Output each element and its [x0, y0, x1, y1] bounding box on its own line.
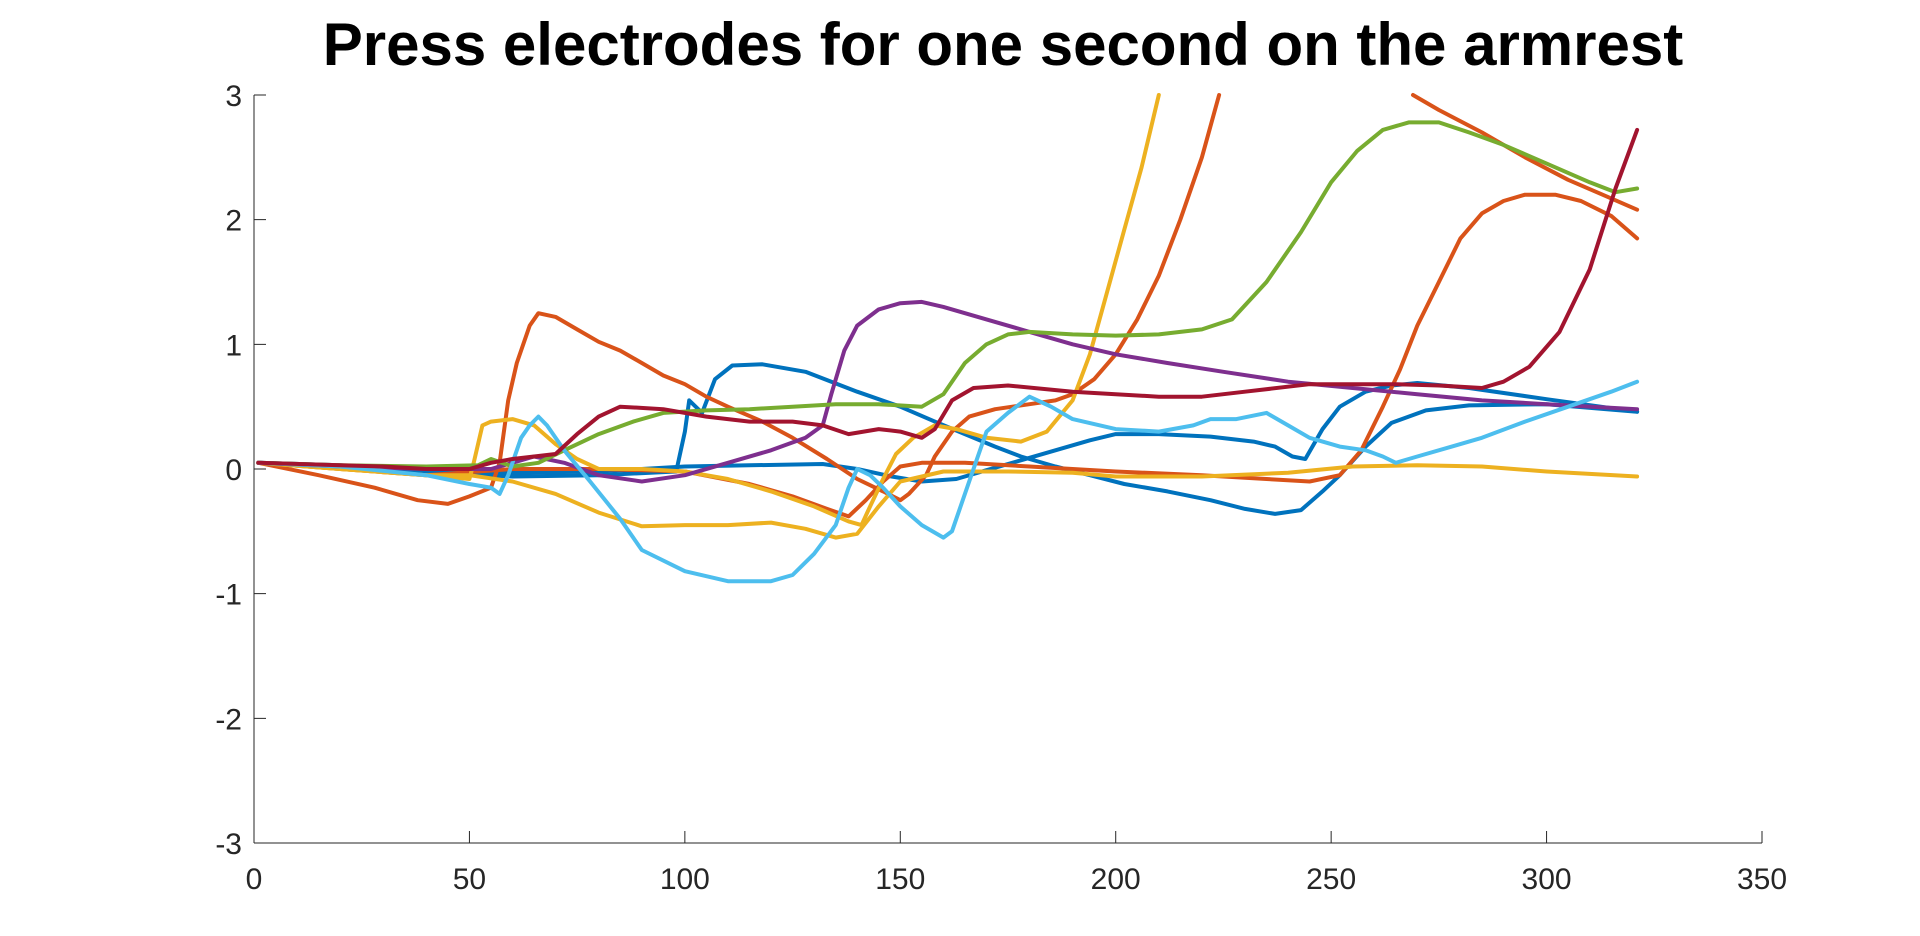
- y-tick-label: -2: [215, 703, 242, 736]
- y-tick-label: 2: [225, 205, 242, 238]
- x-ticks: 0 50 100 150 200 250 300 350: [246, 863, 1787, 896]
- x-tick-label: 0: [246, 863, 263, 896]
- x-tick-label: 300: [1522, 863, 1572, 896]
- series-line-7: [256, 460, 1640, 540]
- x-tick-label: 250: [1306, 863, 1356, 896]
- y-tick-label: 0: [225, 454, 242, 487]
- y-tick-label: -1: [215, 579, 242, 612]
- series-line-10: [256, 379, 1640, 584]
- x-tick-label: 200: [1091, 863, 1141, 896]
- series-layer: [256, 93, 1640, 584]
- series-line-5: [1411, 93, 1640, 212]
- y-ticks: -3 -2 -1 0 1 2 3: [215, 80, 242, 861]
- x-tick-label: 150: [875, 863, 925, 896]
- series-line-6: [256, 93, 1161, 528]
- x-tick-label: 50: [453, 863, 486, 896]
- x-axis-line: [253, 831, 1763, 844]
- series-line-11: [256, 127, 1640, 471]
- y-axis-line: [253, 94, 266, 844]
- x-tick-label: 100: [660, 863, 710, 896]
- series-line-2: [256, 381, 1640, 484]
- y-tick-label: 3: [225, 80, 242, 113]
- axes: [253, 94, 1763, 844]
- series-line-9: [256, 120, 1640, 469]
- x-tick-label: 350: [1737, 863, 1787, 896]
- chart-title: Press electrodes for one second on the a…: [323, 11, 1683, 78]
- y-tick-label: -3: [215, 828, 242, 861]
- y-tick-label: 1: [225, 329, 242, 362]
